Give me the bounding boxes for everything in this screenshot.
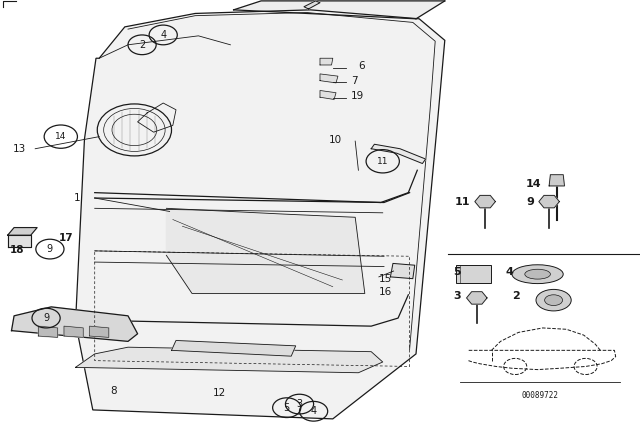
Polygon shape — [76, 10, 445, 419]
Text: 3: 3 — [453, 291, 461, 301]
Text: 10: 10 — [329, 135, 342, 145]
Text: 16: 16 — [379, 287, 392, 297]
Polygon shape — [549, 175, 564, 186]
Polygon shape — [12, 307, 138, 341]
Text: 9: 9 — [43, 313, 49, 323]
Text: 3: 3 — [296, 399, 303, 409]
Polygon shape — [390, 263, 415, 279]
Text: 18: 18 — [10, 245, 25, 255]
Ellipse shape — [525, 269, 550, 279]
Text: 12: 12 — [212, 388, 226, 398]
Text: 00089722: 00089722 — [521, 391, 558, 400]
Text: 2: 2 — [139, 40, 145, 50]
Polygon shape — [539, 195, 559, 208]
Polygon shape — [467, 292, 487, 304]
Polygon shape — [64, 326, 83, 337]
Text: 14: 14 — [526, 179, 541, 189]
Text: 9: 9 — [47, 244, 53, 254]
Text: 9: 9 — [526, 197, 534, 207]
Polygon shape — [172, 340, 296, 356]
Polygon shape — [8, 228, 37, 235]
Text: 5: 5 — [284, 403, 290, 413]
Ellipse shape — [536, 289, 572, 311]
Polygon shape — [166, 208, 365, 293]
Text: 8: 8 — [110, 386, 116, 396]
Polygon shape — [38, 326, 58, 337]
FancyBboxPatch shape — [456, 265, 491, 283]
Text: 1: 1 — [74, 193, 80, 203]
Text: 11: 11 — [454, 197, 470, 207]
Text: 4: 4 — [160, 30, 166, 40]
Polygon shape — [234, 1, 445, 19]
Polygon shape — [90, 326, 109, 337]
Text: 6: 6 — [358, 61, 365, 71]
Polygon shape — [76, 347, 383, 373]
Polygon shape — [320, 74, 338, 83]
Text: 15: 15 — [379, 274, 392, 284]
Polygon shape — [320, 90, 336, 99]
Polygon shape — [371, 144, 426, 164]
Text: 14: 14 — [55, 132, 67, 141]
Text: 4: 4 — [310, 406, 317, 416]
Text: 4: 4 — [506, 267, 513, 277]
Polygon shape — [304, 1, 320, 9]
Polygon shape — [320, 58, 333, 65]
Polygon shape — [8, 235, 31, 247]
Text: 2: 2 — [512, 291, 520, 301]
Text: 11: 11 — [377, 157, 388, 166]
Ellipse shape — [512, 265, 563, 284]
Text: 19: 19 — [351, 91, 364, 101]
Polygon shape — [468, 350, 616, 370]
Text: 7: 7 — [351, 76, 357, 86]
Polygon shape — [475, 195, 495, 208]
Text: 17: 17 — [59, 233, 74, 243]
Text: 13: 13 — [13, 144, 26, 154]
Ellipse shape — [545, 295, 563, 306]
Text: 5: 5 — [453, 267, 461, 277]
